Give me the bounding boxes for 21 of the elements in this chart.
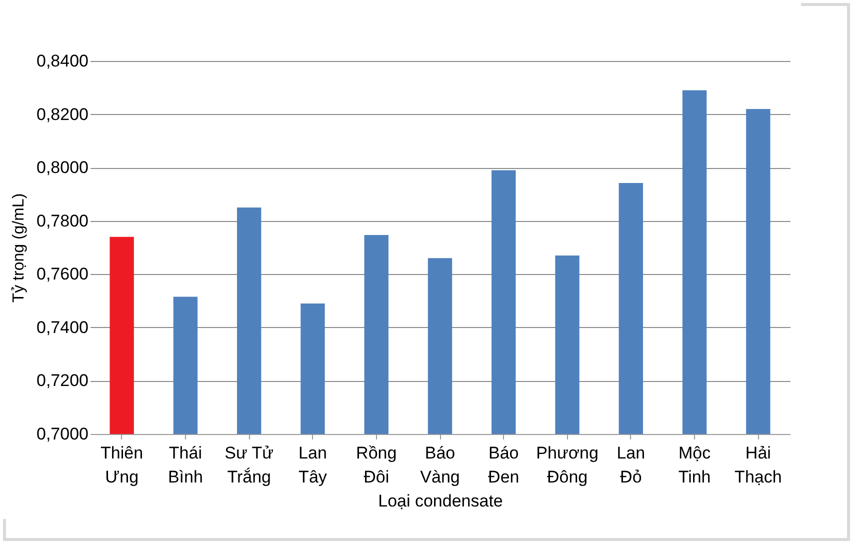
y-tick-label: 0,7800 <box>36 211 88 230</box>
x-tick-label: Sư Tử Trắng <box>224 444 274 486</box>
y-tick-label: 0,8000 <box>36 158 88 178</box>
y-tick-label: 0,7200 <box>36 371 88 390</box>
y-tick-label: 0,7000 <box>36 424 88 444</box>
y-axis-title: Tỷ trọng (g/mL) <box>10 193 28 303</box>
x-tick-label: Lan Đỏ <box>616 444 646 486</box>
x-tick-label: Lan Tây <box>298 444 328 486</box>
x-tick-label: Mộc Tinh <box>678 444 712 486</box>
x-tick-label: Báo Vàng <box>420 444 460 486</box>
y-tick-label: 0,8200 <box>36 104 88 124</box>
x-tick-label: Báo Đen <box>488 444 520 486</box>
y-tick-label: 0,7400 <box>36 318 88 337</box>
x-tick-label: Thái Bình <box>168 444 203 486</box>
x-tick-label: Hải Thạch <box>734 444 782 486</box>
x-tick-label: Phương Đông <box>536 444 598 486</box>
y-tick-label: 0,8400 <box>36 52 88 70</box>
x-tick-label: Rồng Đôi <box>356 444 397 486</box>
y-tick-label: 0,7600 <box>36 264 88 284</box>
x-axis-title: Loại condensate <box>378 492 503 510</box>
x-tick-label: Thiên Ưng <box>100 444 144 486</box>
